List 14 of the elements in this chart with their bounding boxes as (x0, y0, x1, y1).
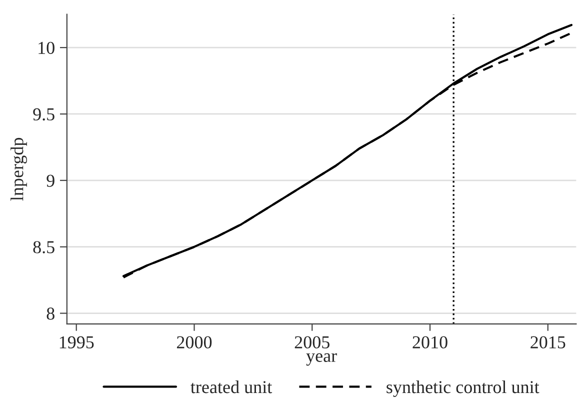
y-tick-label: 9.5 (33, 108, 54, 121)
y-tick-label: 9 (46, 174, 54, 187)
x-tick-label: 2000 (176, 336, 212, 348)
x-tick-label: 2010 (412, 336, 448, 348)
y-tick-label: 10 (38, 42, 54, 54)
legend-label: treated unit (190, 380, 272, 394)
y-tick-label: 8 (46, 308, 54, 320)
x-tick-label: 2015 (530, 336, 566, 348)
x-axis-title: year (306, 353, 337, 366)
legend-label: synthetic control unit (386, 380, 540, 397)
x-tick-label: 2005 (294, 336, 330, 348)
y-axis-title: lnpergdp (10, 138, 27, 201)
x-tick-label: 1995 (60, 336, 94, 348)
y-tick-label: 8.5 (33, 241, 54, 254)
